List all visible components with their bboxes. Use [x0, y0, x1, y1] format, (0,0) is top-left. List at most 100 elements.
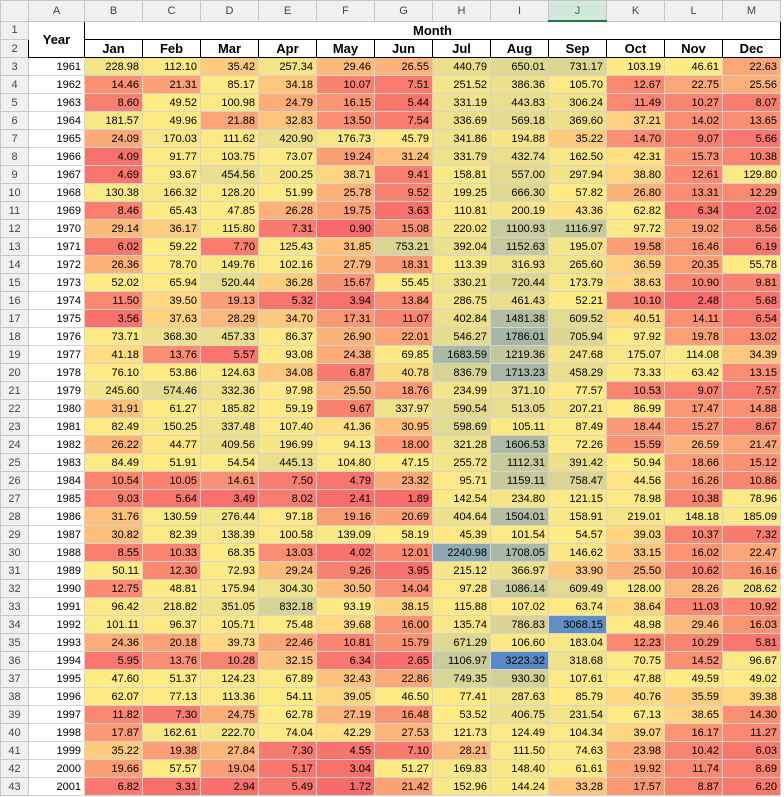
value-cell: 73.33 [606, 363, 665, 382]
month-label: Jan [84, 39, 143, 58]
value-cell: 39.50 [142, 291, 201, 310]
value-cell: 6.87 [316, 363, 375, 382]
month-label: Jul [432, 39, 491, 58]
value-cell: 5.81 [722, 633, 781, 652]
sheet-row: 10 1968 130.38 166.32 128.20 51.99 25.78 9.52 19… [0, 183, 781, 202]
value-cell: 111.62 [200, 129, 259, 148]
value-cell: 39.03 [606, 525, 665, 544]
value-cell: 3223.32 [490, 651, 549, 670]
sheet-row: 33 1991 96.42 218.82 351.05 832.18 93.19 38.15 1… [0, 597, 781, 616]
value-cell: 4.55 [316, 741, 375, 760]
value-cell: 8.87 [664, 777, 723, 796]
row-number: 40 [0, 723, 29, 742]
year-cell: 1975 [28, 309, 85, 328]
value-cell: 27.79 [316, 255, 375, 274]
value-cell: 234.80 [490, 489, 549, 508]
value-cell: 26.80 [606, 183, 665, 202]
value-cell: 7.30 [142, 705, 201, 724]
value-cell: 97.72 [606, 219, 665, 238]
value-cell: 222.70 [200, 723, 259, 742]
value-cell: 12.67 [606, 75, 665, 94]
value-cell: 18.44 [606, 417, 665, 436]
value-cell: 8.55 [84, 543, 143, 562]
year-cell: 1994 [28, 651, 85, 670]
value-cell: 114.08 [664, 345, 723, 364]
row-number: 22 [0, 399, 29, 418]
value-cell: 330.21 [432, 273, 491, 292]
value-cell: 351.05 [200, 597, 259, 616]
year-cell: 1973 [28, 273, 85, 292]
value-cell: 10.81 [316, 633, 375, 652]
value-cell: 110.81 [432, 201, 491, 220]
value-cell: 74.04 [258, 723, 317, 742]
value-cell: 337.97 [374, 399, 433, 418]
value-cell: 3.63 [374, 201, 433, 220]
row-number: 30 [0, 543, 29, 562]
value-cell: 36.59 [606, 255, 665, 274]
year-cell: 1982 [28, 435, 85, 454]
value-cell: 10.86 [722, 471, 781, 490]
value-cell: 332.36 [200, 381, 259, 400]
value-cell: 228.98 [84, 57, 143, 76]
value-cell: 34.70 [258, 309, 317, 328]
value-cell: 13.02 [722, 327, 781, 346]
value-cell: 152.96 [432, 777, 491, 796]
value-cell: 7.30 [258, 741, 317, 760]
year-cell: 1978 [28, 363, 85, 382]
sheet-row: 24 1982 26.22 44.77 409.56 196.99 94.13 18.00 32… [0, 435, 781, 454]
value-cell: 103.75 [200, 147, 259, 166]
value-cell: 29.46 [316, 57, 375, 76]
value-cell: 24.79 [258, 93, 317, 112]
value-cell: 12.75 [84, 579, 143, 598]
year-cell: 1981 [28, 417, 85, 436]
value-cell: 9.41 [374, 165, 433, 184]
month-label: Nov [664, 39, 723, 58]
column-letter: J [548, 0, 607, 22]
value-cell: 1786.01 [490, 327, 549, 346]
value-cell: 181.57 [84, 111, 143, 130]
value-cell: 5.95 [84, 651, 143, 670]
value-cell: 5.17 [258, 759, 317, 778]
value-cell: 34.08 [258, 363, 317, 382]
value-cell: 18.66 [664, 453, 723, 472]
value-cell: 35.42 [200, 57, 259, 76]
month-label: Aug [490, 39, 549, 58]
value-cell: 19.38 [142, 741, 201, 760]
year-cell: 1996 [28, 687, 85, 706]
value-cell: 128.20 [200, 183, 259, 202]
row-number: 6 [0, 111, 29, 130]
year-cell: 1962 [28, 75, 85, 94]
value-cell: 67.89 [258, 669, 317, 688]
year-cell: 1970 [28, 219, 85, 238]
value-cell: 19.13 [200, 291, 259, 310]
value-cell: 671.29 [432, 633, 491, 652]
value-cell: 749.35 [432, 669, 491, 688]
value-cell: 36.17 [142, 219, 201, 238]
value-cell: 316.93 [490, 255, 549, 274]
value-cell: 17.31 [316, 309, 375, 328]
value-cell: 1106.97 [432, 651, 491, 670]
sheet-row: 35 1993 24.36 20.18 39.73 22.46 10.81 15.79 671.… [0, 633, 781, 652]
year-cell: 1974 [28, 291, 85, 310]
year-cell: 1972 [28, 255, 85, 274]
value-cell: 14.04 [374, 579, 433, 598]
value-cell: 11.07 [374, 309, 433, 328]
value-cell: 87.49 [548, 417, 607, 436]
sheet-row: 32 1990 12.75 48.81 175.94 304.30 30.50 14.04 97… [0, 579, 781, 598]
sheet-row: 22 1980 31.91 61.27 185.82 59.19 9.67 337.97 590… [0, 399, 781, 418]
year-cell: 1995 [28, 669, 85, 688]
value-cell: 19.24 [316, 147, 375, 166]
value-cell: 25.50 [606, 561, 665, 580]
value-cell: 786.83 [490, 615, 549, 634]
column-letter: E [258, 0, 317, 22]
row-number: 42 [0, 759, 29, 778]
value-cell: 35.22 [548, 129, 607, 148]
value-cell: 107.61 [548, 669, 607, 688]
value-cell: 49.59 [664, 669, 723, 688]
value-cell: 11.82 [84, 705, 143, 724]
value-cell: 51.27 [374, 759, 433, 778]
value-cell: 62.07 [84, 687, 143, 706]
sheet-row: 34 1992 101.11 96.37 105.71 75.48 39.68 16.00 13… [0, 615, 781, 634]
value-cell: 220.02 [432, 219, 491, 238]
value-cell: 124.49 [490, 723, 549, 742]
